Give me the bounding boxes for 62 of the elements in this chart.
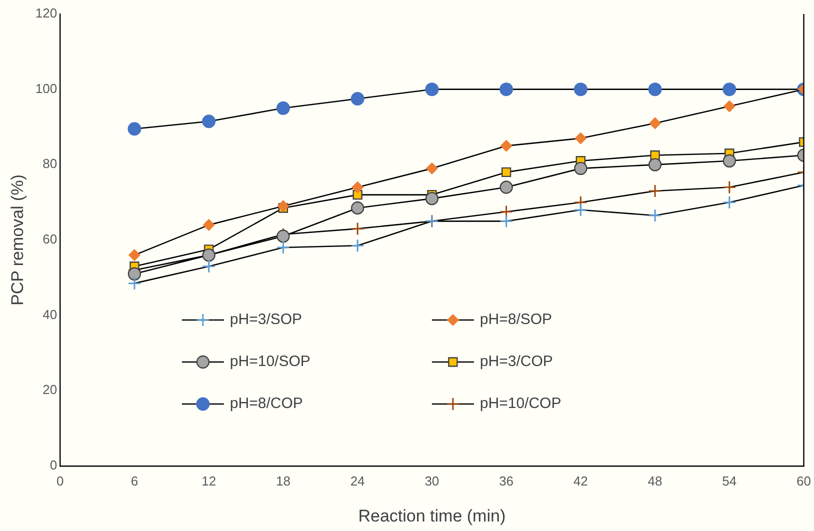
point [276, 101, 290, 115]
x-tick-label: 48 [648, 473, 662, 488]
point [425, 192, 439, 206]
y-tick-label: 0 [50, 458, 58, 473]
point [276, 240, 290, 254]
point [128, 122, 142, 136]
point [350, 92, 364, 106]
point [722, 180, 736, 194]
point [202, 114, 216, 128]
point [648, 82, 662, 96]
point [500, 82, 514, 96]
x-tick-label: 36 [499, 473, 514, 488]
point [203, 219, 215, 231]
point [724, 100, 736, 112]
point [722, 196, 736, 210]
point [574, 203, 588, 217]
x-tick-label: 18 [276, 473, 290, 488]
point [425, 82, 439, 96]
point [648, 158, 662, 172]
point [722, 154, 736, 168]
y-tick-label: 120 [35, 6, 58, 21]
y-axis-title: PCP removal (%) [8, 174, 27, 306]
x-tick-label: 24 [350, 473, 365, 488]
point [574, 132, 586, 144]
point [648, 184, 662, 198]
point [202, 260, 216, 274]
point [722, 82, 736, 96]
legend-label: pH=3/COP [480, 353, 553, 370]
x-tick-label: 30 [424, 473, 440, 488]
point [277, 200, 289, 212]
y-tick-label: 60 [42, 232, 58, 247]
point [574, 82, 588, 96]
point [352, 182, 364, 194]
x-tick-label: 54 [722, 473, 737, 488]
x-tick-label: 12 [202, 473, 216, 488]
legend-label: pH=8/SOP [480, 311, 552, 328]
point [128, 276, 142, 290]
y-tick-label: 20 [42, 382, 58, 398]
point [128, 267, 142, 280]
point [350, 201, 364, 215]
point [649, 117, 661, 129]
y-tick-label: 100 [35, 80, 58, 96]
point [350, 238, 364, 252]
y-tick-label: 40 [42, 306, 58, 322]
point [648, 208, 662, 222]
point [500, 180, 513, 194]
legend-label: pH=8/COP [230, 395, 303, 412]
x-tick-label: 6 [130, 473, 138, 488]
legend-label: pH=10/SOP [230, 353, 310, 370]
point [500, 214, 514, 228]
legend-label: pH=10/COP [480, 395, 562, 412]
legend-label: pH=3/SOP [230, 311, 302, 328]
point [128, 249, 140, 261]
x-tick-label: 60 [796, 473, 812, 488]
x-axis-title: Reaction time (min) [358, 506, 506, 526]
x-tick-label: 42 [573, 473, 588, 488]
y-tick-label: 80 [42, 156, 58, 172]
point [426, 162, 438, 174]
point [350, 222, 364, 236]
point [500, 140, 512, 152]
point [574, 162, 588, 176]
point [501, 167, 512, 178]
